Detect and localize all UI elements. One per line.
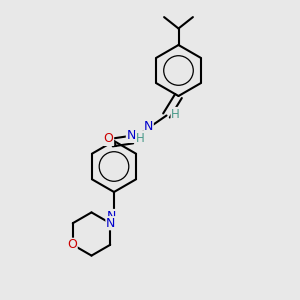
Text: N: N bbox=[144, 120, 153, 134]
Text: N: N bbox=[106, 209, 116, 223]
Text: N: N bbox=[106, 217, 116, 230]
Text: H: H bbox=[136, 131, 145, 145]
Text: H: H bbox=[171, 107, 180, 121]
Text: O: O bbox=[104, 132, 113, 146]
Text: N: N bbox=[126, 129, 136, 142]
Text: O: O bbox=[67, 238, 77, 251]
